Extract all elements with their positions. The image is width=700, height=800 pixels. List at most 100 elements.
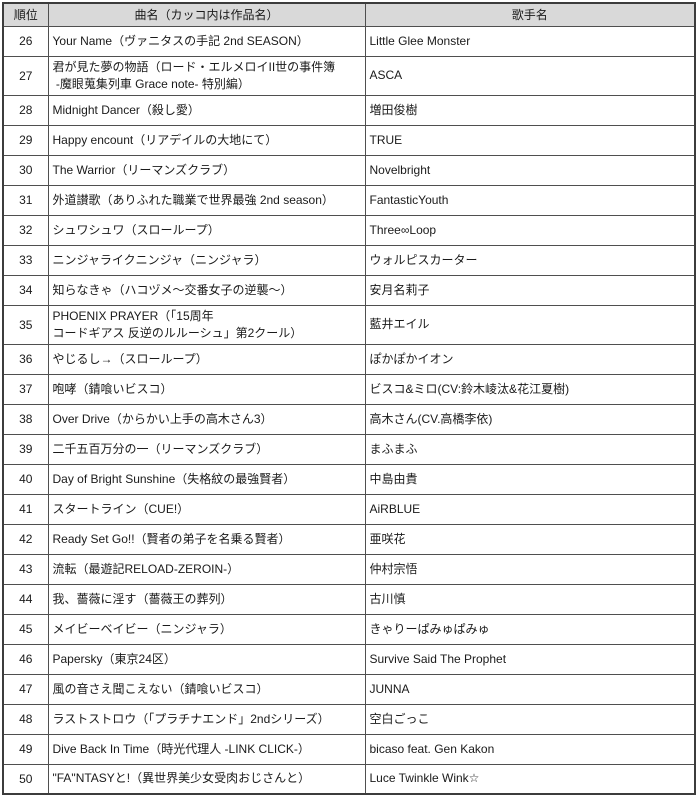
song-cell: 我、薔薇に淫す（薔薇王の葬列）: [47, 583, 366, 615]
rank-cell: 34: [2, 274, 49, 306]
table-row: 46 Papersky（東京24区） Survive Said The Prop…: [2, 643, 696, 675]
table-row: 48 ラストストロウ（「プラチナエンド」2ndシリーズ） 空白ごっこ: [2, 703, 696, 735]
rank-cell: 31: [2, 184, 49, 216]
song-cell: 風の音さえ聞こえない（錆喰いビスコ）: [47, 673, 366, 705]
table-row: 50 "FA"NTASYと!（異世界美少女受肉おじさんと） Luce Twink…: [2, 763, 696, 795]
artist-cell: bicaso feat. Gen Kakon: [364, 733, 696, 765]
song-cell: Happy encount（リアデイルの大地にて）: [47, 124, 366, 156]
rank-cell: 45: [2, 613, 49, 645]
table-body: 26 Your Name（ヴァニタスの手記 2nd SEASON） Little…: [2, 25, 696, 795]
song-cell: 流転（最遊記RELOAD-ZEROIN-）: [47, 553, 366, 585]
song-cell: メイビーベイビー（ニンジャラ）: [47, 613, 366, 645]
rank-cell: 50: [2, 763, 49, 795]
header-row: 順位 曲名（カッコ内は作品名） 歌手名: [2, 2, 696, 27]
rank-cell: 37: [2, 373, 49, 405]
table-row: 45 メイビーベイビー（ニンジャラ） きゃりーぱみゅぱみゅ: [2, 613, 696, 645]
rank-cell: 39: [2, 433, 49, 465]
song-cell: Dive Back In Time（時光代理人 -LINK CLICK-）: [47, 733, 366, 765]
song-cell: 君が見た夢の物語（ロード・エルメロイII世の事件簿 -魔眼蒐集列車 Grace …: [47, 55, 366, 96]
artist-cell: 空白ごっこ: [364, 703, 696, 735]
song-cell: Over Drive（からかい上手の高木さん3）: [47, 403, 366, 435]
table-row: 28 Midnight Dancer（殺し愛） 増田俊樹: [2, 94, 696, 126]
rank-cell: 42: [2, 523, 49, 555]
table-row: 35 PHOENIX PRAYER（「15周年 コードギアス 反逆のルルーシュ」…: [2, 304, 696, 345]
rank-cell: 40: [2, 463, 49, 495]
artist-cell: Novelbright: [364, 154, 696, 186]
header-artist: 歌手名: [364, 2, 696, 27]
artist-cell: Luce Twinkle Wink☆: [364, 763, 696, 795]
table-row: 41 スタートライン（CUE!） AiRBLUE: [2, 493, 696, 525]
artist-cell: 高木さん(CV.高橋李依): [364, 403, 696, 435]
rank-cell: 33: [2, 244, 49, 276]
song-cell: ラストストロウ（「プラチナエンド」2ndシリーズ）: [47, 703, 366, 735]
artist-cell: 古川慎: [364, 583, 696, 615]
table-row: 43 流転（最遊記RELOAD-ZEROIN-） 仲村宗悟: [2, 553, 696, 585]
rank-cell: 49: [2, 733, 49, 765]
rank-cell: 30: [2, 154, 49, 186]
artist-cell: ASCA: [364, 55, 696, 96]
song-cell: Midnight Dancer（殺し愛）: [47, 94, 366, 126]
artist-cell: ビスコ&ミロ(CV:鈴木崚汰&花江夏樹): [364, 373, 696, 405]
song-cell: 咆哮（錆喰いビスコ）: [47, 373, 366, 405]
artist-cell: 増田俊樹: [364, 94, 696, 126]
artist-cell: TRUE: [364, 124, 696, 156]
artist-cell: Little Glee Monster: [364, 25, 696, 57]
rank-cell: 43: [2, 553, 49, 585]
table-row: 38 Over Drive（からかい上手の高木さん3） 高木さん(CV.高橋李依…: [2, 403, 696, 435]
rank-cell: 41: [2, 493, 49, 525]
rank-cell: 35: [2, 304, 49, 345]
table-row: 40 Day of Bright Sunshine（失格紋の最強賢者） 中島由貴: [2, 463, 696, 495]
artist-cell: ぽかぽかイオン: [364, 343, 696, 375]
artist-cell: きゃりーぱみゅぱみゅ: [364, 613, 696, 645]
artist-cell: 安月名莉子: [364, 274, 696, 306]
artist-cell: AiRBLUE: [364, 493, 696, 525]
table-row: 36 やじるし→（スローループ） ぽかぽかイオン: [2, 343, 696, 375]
song-cell: "FA"NTASYと!（異世界美少女受肉おじさんと）: [47, 763, 366, 795]
song-cell: Your Name（ヴァニタスの手記 2nd SEASON）: [47, 25, 366, 57]
song-cell: 外道讃歌（ありふれた職業で世界最強 2nd season）: [47, 184, 366, 216]
song-cell: ニンジャライクニンジャ（ニンジャラ）: [47, 244, 366, 276]
artist-cell: 藍井エイル: [364, 304, 696, 345]
rank-cell: 46: [2, 643, 49, 675]
table-row: 26 Your Name（ヴァニタスの手記 2nd SEASON） Little…: [2, 25, 696, 57]
rank-cell: 47: [2, 673, 49, 705]
rank-cell: 38: [2, 403, 49, 435]
song-cell: 知らなきゃ（ハコヅメ～交番女子の逆襲～）: [47, 274, 366, 306]
table-row: 30 The Warrior（リーマンズクラブ） Novelbright: [2, 154, 696, 186]
rank-cell: 28: [2, 94, 49, 126]
song-cell: やじるし→（スローループ）: [47, 343, 366, 375]
rank-cell: 36: [2, 343, 49, 375]
song-cell: Ready Set Go!!（賢者の弟子を名乗る賢者）: [47, 523, 366, 555]
song-cell: Papersky（東京24区）: [47, 643, 366, 675]
artist-cell: FantasticYouth: [364, 184, 696, 216]
table-row: 31 外道讃歌（ありふれた職業で世界最強 2nd season） Fantast…: [2, 184, 696, 216]
artist-cell: 亜咲花: [364, 523, 696, 555]
artist-cell: 仲村宗悟: [364, 553, 696, 585]
rank-cell: 27: [2, 55, 49, 96]
table-row: 42 Ready Set Go!!（賢者の弟子を名乗る賢者） 亜咲花: [2, 523, 696, 555]
song-cell: Day of Bright Sunshine（失格紋の最強賢者）: [47, 463, 366, 495]
table-row: 27 君が見た夢の物語（ロード・エルメロイII世の事件簿 -魔眼蒐集列車 Gra…: [2, 55, 696, 96]
artist-cell: JUNNA: [364, 673, 696, 705]
table-row: 44 我、薔薇に淫す（薔薇王の葬列） 古川慎: [2, 583, 696, 615]
song-cell: 二千五百万分の一（リーマンズクラブ）: [47, 433, 366, 465]
table-row: 47 風の音さえ聞こえない（錆喰いビスコ） JUNNA: [2, 673, 696, 705]
rank-cell: 32: [2, 214, 49, 246]
table-row: 32 シュワシュワ（スローループ） Three∞Loop: [2, 214, 696, 246]
artist-cell: Survive Said The Prophet: [364, 643, 696, 675]
artist-cell: まふまふ: [364, 433, 696, 465]
table-row: 49 Dive Back In Time（時光代理人 -LINK CLICK-）…: [2, 733, 696, 765]
rank-cell: 26: [2, 25, 49, 57]
table-row: 29 Happy encount（リアデイルの大地にて） TRUE: [2, 124, 696, 156]
rank-cell: 29: [2, 124, 49, 156]
table-row: 39 二千五百万分の一（リーマンズクラブ） まふまふ: [2, 433, 696, 465]
song-cell: シュワシュワ（スローループ）: [47, 214, 366, 246]
table-row: 34 知らなきゃ（ハコヅメ～交番女子の逆襲～） 安月名莉子: [2, 274, 696, 306]
artist-cell: Three∞Loop: [364, 214, 696, 246]
rank-cell: 44: [2, 583, 49, 615]
table-header: 順位 曲名（カッコ内は作品名） 歌手名: [2, 2, 696, 27]
song-cell: The Warrior（リーマンズクラブ）: [47, 154, 366, 186]
table-row: 33 ニンジャライクニンジャ（ニンジャラ） ウォルピスカーター: [2, 244, 696, 276]
